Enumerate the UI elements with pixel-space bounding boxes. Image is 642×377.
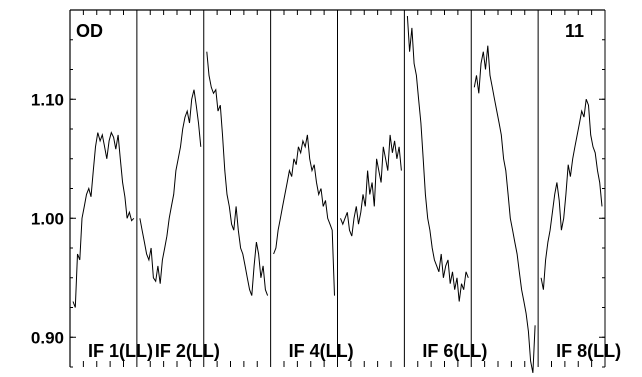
y-tick-label: 0.90: [31, 328, 64, 347]
trace-panel-3: [206, 51, 269, 296]
trace-panel-8: [540, 99, 603, 290]
trace-panel-1: [72, 131, 135, 308]
trace-panel-5: [340, 134, 402, 237]
panel-label-8: IF 8(LL): [556, 341, 621, 361]
panel-label-1: IF 1(LL): [88, 341, 153, 361]
trace-panel-2: [139, 89, 202, 284]
y-tick-label: 1.10: [31, 90, 64, 109]
trace-panel-6: [406, 15, 469, 302]
panel-label-6: IF 6(LL): [422, 341, 487, 361]
corner-label-right: 11: [565, 21, 584, 41]
panel-grid: [69, 9, 606, 367]
axis-ticks: [70, 9, 605, 368]
panel-label-4: IF 4(LL): [289, 341, 354, 361]
y-tick-label: 1.00: [31, 209, 64, 228]
panel-labels: IF 1(LL) IF 2(LL) IF 4(LL) IF 6(LL) IF 8(LL): [88, 341, 621, 361]
data-traces: [72, 15, 603, 373]
y-tick-labels: 0.90 1.00 1.10: [31, 90, 64, 347]
corner-label-left: OD: [76, 21, 103, 41]
panel-label-2: IF 2(LL): [155, 341, 220, 361]
trace-panel-4: [273, 134, 335, 296]
trace-panel-7: [473, 45, 536, 373]
